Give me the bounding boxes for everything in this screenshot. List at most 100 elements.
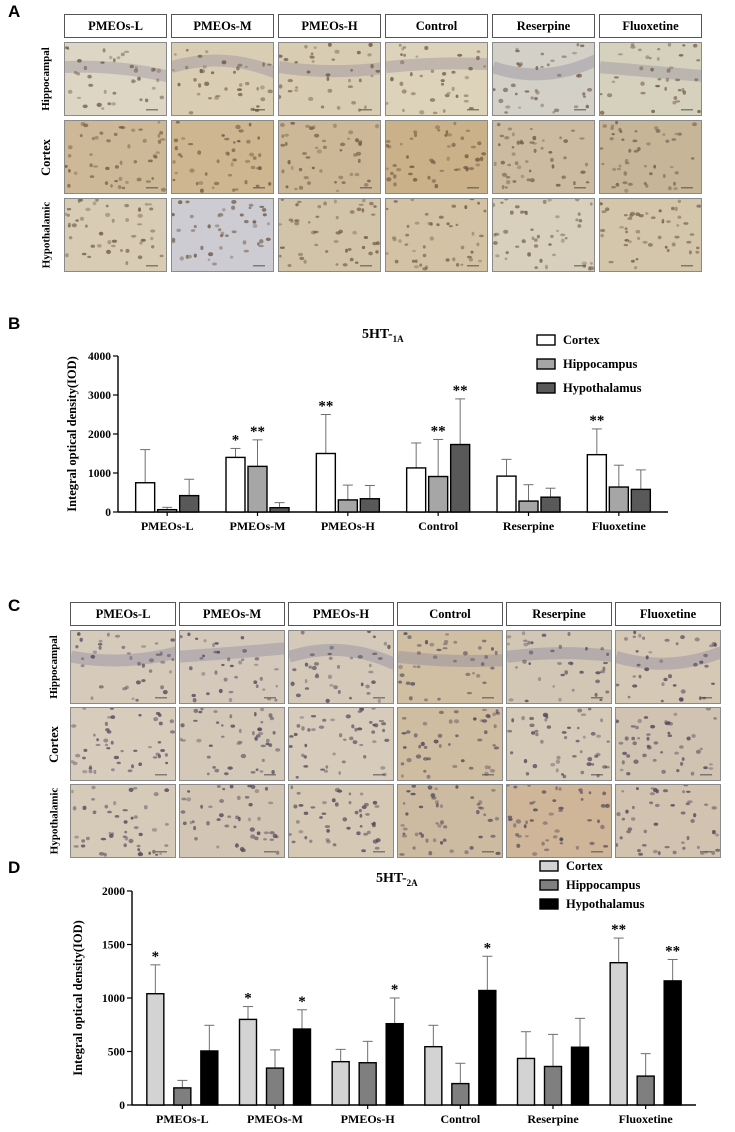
nucleus [73, 171, 78, 175]
y-tick-label: 1000 [102, 993, 125, 1005]
nucleus [235, 815, 240, 820]
nucleus [131, 764, 134, 769]
nucleus [686, 240, 692, 244]
nucleus [110, 184, 113, 188]
nucleus [124, 50, 130, 53]
significance-marker: * [152, 949, 160, 965]
nucleus [275, 748, 281, 752]
nucleus [523, 639, 528, 642]
nucleus [550, 649, 555, 653]
tissue-texture [600, 43, 701, 115]
nucleus [123, 820, 128, 824]
nucleus [680, 635, 685, 640]
nucleus [674, 235, 680, 239]
nucleus [570, 129, 576, 132]
nucleus [83, 65, 88, 71]
nucleus [68, 145, 73, 150]
nucleus [92, 650, 97, 654]
nucleus [267, 89, 273, 94]
nucleus [680, 689, 686, 694]
nucleus [338, 175, 344, 180]
nucleus [354, 261, 359, 264]
nucleus [227, 657, 231, 662]
nucleus [548, 243, 552, 246]
nucleus [313, 662, 320, 666]
scale-bar [155, 697, 167, 699]
nucleus [123, 843, 127, 848]
nucleus [161, 187, 166, 192]
nucleus [579, 791, 584, 794]
bar [570, 1046, 590, 1106]
nucleus [374, 804, 380, 809]
nucleus [137, 661, 142, 666]
nucleus [602, 765, 608, 769]
scale-bar [482, 697, 494, 699]
nucleus [354, 810, 359, 815]
tissue-texture [289, 708, 390, 779]
nucleus [600, 110, 605, 115]
nucleus [264, 786, 269, 791]
nucleus [290, 785, 294, 790]
nucleus [349, 656, 354, 660]
nucleus [349, 172, 354, 177]
nucleus [466, 691, 472, 695]
tissue-texture [386, 199, 487, 271]
nucleus [442, 838, 447, 842]
nucleus [180, 723, 185, 728]
nucleus [443, 640, 449, 644]
nucleus [357, 140, 362, 146]
nucleus [323, 201, 327, 206]
nucleus [400, 824, 405, 827]
micrograph-tile [64, 42, 167, 116]
nucleus [690, 157, 695, 160]
nucleus [354, 727, 358, 732]
nucleus [218, 213, 224, 217]
nucleus [451, 86, 455, 92]
nucleus [652, 849, 658, 854]
nucleus [104, 743, 109, 747]
nucleus [279, 246, 285, 249]
nucleus [348, 130, 354, 135]
nucleus [67, 154, 72, 158]
nucleus [453, 640, 458, 644]
nucleus [505, 175, 511, 179]
nucleus [190, 229, 196, 232]
nucleus [311, 166, 315, 170]
nucleus [567, 661, 574, 665]
nucleus [460, 759, 465, 763]
bar [337, 499, 359, 513]
nucleus [372, 241, 378, 246]
nucleus [633, 759, 639, 764]
nucleus [200, 188, 204, 193]
nucleus [103, 89, 107, 94]
nucleus [390, 77, 394, 82]
nucleus [269, 838, 274, 841]
scale-bar [373, 774, 385, 776]
nucleus [673, 96, 678, 100]
nucleus [640, 81, 645, 86]
nucleus [297, 200, 302, 204]
nucleus [399, 81, 404, 86]
nucleus [114, 634, 121, 638]
nucleus [405, 233, 410, 237]
nucleus [259, 239, 264, 244]
nucleus [695, 749, 701, 754]
nucleus [368, 670, 374, 674]
nucleus [98, 685, 104, 689]
nucleus [303, 755, 307, 759]
nucleus [129, 655, 133, 661]
nucleus [439, 804, 444, 808]
column-header: Control [385, 14, 488, 38]
nucleus [464, 850, 469, 855]
nucleus [134, 66, 138, 71]
nucleus [296, 791, 301, 795]
nucleus [412, 846, 416, 850]
nucleus [516, 165, 522, 170]
micrograph-tile [492, 42, 595, 116]
nucleus [671, 242, 676, 247]
nucleus [82, 756, 86, 760]
nucleus [110, 740, 114, 745]
nucleus [627, 695, 631, 699]
nucleus [475, 157, 481, 162]
row-label-text: Hypothalamic [40, 201, 52, 269]
